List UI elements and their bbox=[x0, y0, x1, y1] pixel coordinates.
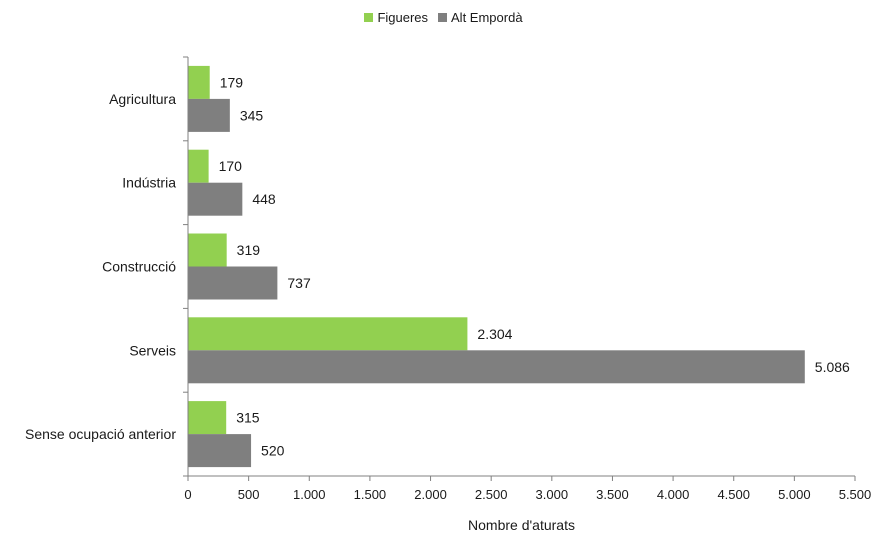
legend: Figueres Alt Empordà bbox=[0, 10, 887, 25]
bar-alt-emporda bbox=[188, 182, 243, 216]
category-label: Agricultura bbox=[109, 91, 176, 107]
category-label: Construcció bbox=[102, 259, 176, 275]
bar-figueres bbox=[188, 401, 227, 435]
x-tick-label: 4.000 bbox=[657, 487, 690, 502]
category-label: Indústria bbox=[122, 175, 176, 191]
bar-figueres bbox=[188, 65, 210, 99]
data-label: 448 bbox=[252, 191, 276, 207]
data-label: 179 bbox=[220, 74, 244, 90]
legend-item-figueres: Figueres bbox=[364, 10, 428, 25]
data-label: 520 bbox=[261, 443, 285, 459]
x-tick-label: 2.500 bbox=[475, 487, 508, 502]
data-label: 345 bbox=[240, 107, 264, 123]
x-axis-title: Nombre d'aturats bbox=[468, 517, 575, 533]
x-tick-label: 1.000 bbox=[293, 487, 326, 502]
x-tick-label: 5.500 bbox=[839, 487, 872, 502]
x-tick-label: 0 bbox=[184, 487, 191, 502]
data-label: 170 bbox=[219, 158, 243, 174]
legend-label-alt-emporda: Alt Empordà bbox=[451, 10, 523, 25]
x-tick-label: 3.500 bbox=[596, 487, 629, 502]
legend-label-figueres: Figueres bbox=[377, 10, 429, 25]
x-tick-label: 4.500 bbox=[717, 487, 750, 502]
data-label: 5.086 bbox=[815, 359, 850, 375]
x-tick-label: 5.000 bbox=[778, 487, 811, 502]
data-label: 315 bbox=[236, 410, 260, 426]
category-label: Serveis bbox=[129, 342, 176, 358]
data-label: 737 bbox=[287, 275, 311, 291]
legend-item-alt-emporda: Alt Empordà bbox=[438, 10, 523, 25]
data-label: 319 bbox=[237, 242, 261, 258]
legend-swatch-figueres bbox=[364, 13, 374, 22]
category-label: Sense ocupació anterior bbox=[25, 426, 176, 442]
x-tick-label: 3.000 bbox=[536, 487, 569, 502]
bar-figueres bbox=[188, 149, 209, 183]
bar-figueres bbox=[188, 317, 468, 351]
bar-alt-emporda bbox=[188, 350, 805, 384]
x-tick-label: 500 bbox=[238, 487, 260, 502]
x-tick-label: 2.000 bbox=[414, 487, 447, 502]
bar-alt-emporda bbox=[188, 266, 278, 300]
bar-figueres bbox=[188, 233, 227, 267]
data-label: 2.304 bbox=[477, 326, 512, 342]
bar-alt-emporda bbox=[188, 98, 230, 132]
legend-swatch-alt-emporda bbox=[438, 13, 448, 22]
bar-alt-emporda bbox=[188, 434, 252, 468]
x-tick-label: 1.500 bbox=[354, 487, 387, 502]
